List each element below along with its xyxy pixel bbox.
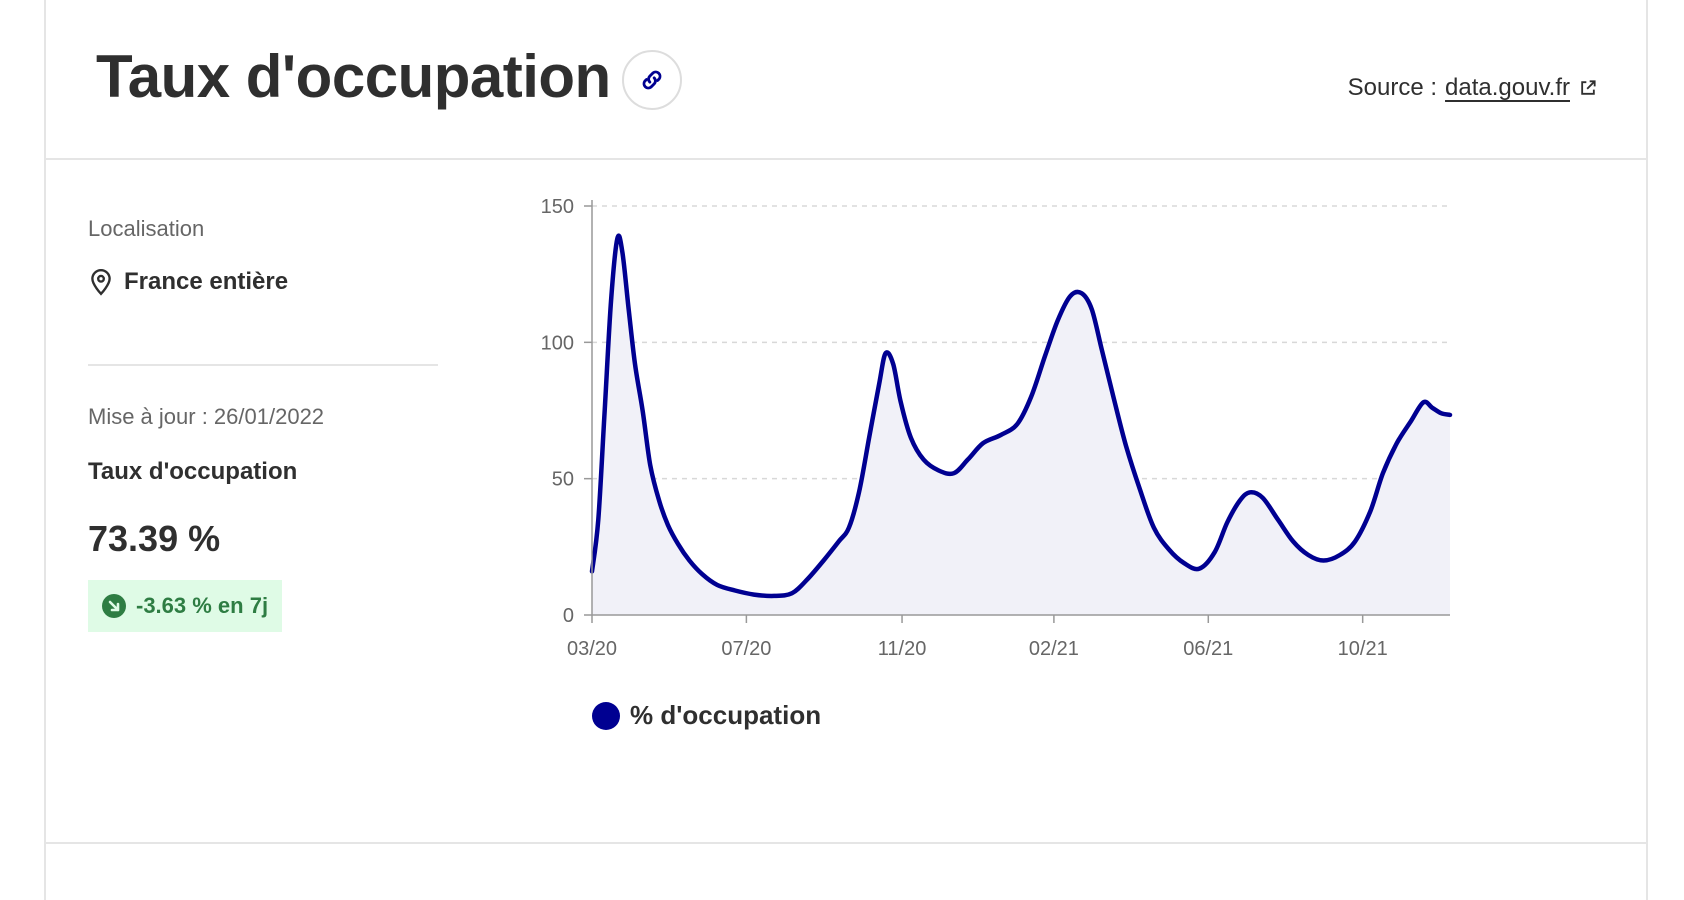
location-label: Localisation: [88, 216, 205, 241]
source-prefix: Source :: [1347, 74, 1438, 101]
x-tick-label: 02/21: [1029, 638, 1079, 660]
y-tick-label: 0: [563, 605, 574, 627]
occupation-card: Taux d'occupation Source : data.gouv.fr: [44, 0, 1648, 900]
page-title: Taux d'occupation: [96, 43, 611, 110]
y-tick-label: 50: [552, 469, 574, 491]
chart-legend[interactable]: % d'occupation: [592, 700, 821, 731]
location-value: France entière: [124, 268, 289, 295]
metric-value: 73.39 %: [88, 518, 221, 559]
card-bottom-divider: [46, 842, 1646, 844]
x-tick-label: 03/20: [567, 638, 617, 660]
y-tick-labels: 0 50 100 150: [541, 196, 592, 627]
chart-grid: [592, 205, 1450, 480]
update-date: Mise à jour : 26/01/2022: [88, 404, 325, 429]
occupation-chart: 0 50 100 150 03/20 07/20 11/20 02/21 06/21 10/21: [541, 196, 1453, 660]
x-tick-label: 06/21: [1183, 638, 1233, 660]
series-line: [589, 233, 1453, 599]
x-tick-label: 10/21: [1338, 638, 1388, 660]
y-tick-label: 150: [541, 196, 574, 218]
legend-label: % d'occupation: [630, 700, 822, 730]
source-line: Source : data.gouv.fr: [1348, 74, 1598, 102]
link-icon: [642, 70, 662, 90]
map-pin-icon: [91, 268, 111, 296]
location-row: France entière: [88, 268, 288, 296]
panel-divider: [88, 364, 438, 366]
source-link-label: data.gouv.fr: [1445, 74, 1570, 101]
external-link-icon: [1581, 80, 1596, 95]
x-tick-label: 07/20: [721, 638, 771, 660]
card-header: Taux d'occupation Source : data.gouv.fr: [46, 0, 1646, 160]
y-tick-label: 100: [541, 332, 574, 354]
x-tick-label: 11/20: [878, 638, 927, 660]
x-tick-labels: 03/20 07/20 11/20 02/21 06/21 10/21: [567, 615, 1388, 660]
copy-link-button[interactable]: [622, 50, 682, 110]
metric-label: Taux d'occupation: [88, 458, 298, 485]
arrow-down-right-icon: [102, 594, 126, 618]
source-link[interactable]: data.gouv.fr: [1445, 74, 1598, 102]
legend-swatch: [592, 701, 620, 730]
trend-change: -3.63 % en 7j: [136, 593, 269, 618]
series-area: [592, 235, 1450, 615]
trend-badge: -3.63 % en 7j: [88, 580, 283, 632]
